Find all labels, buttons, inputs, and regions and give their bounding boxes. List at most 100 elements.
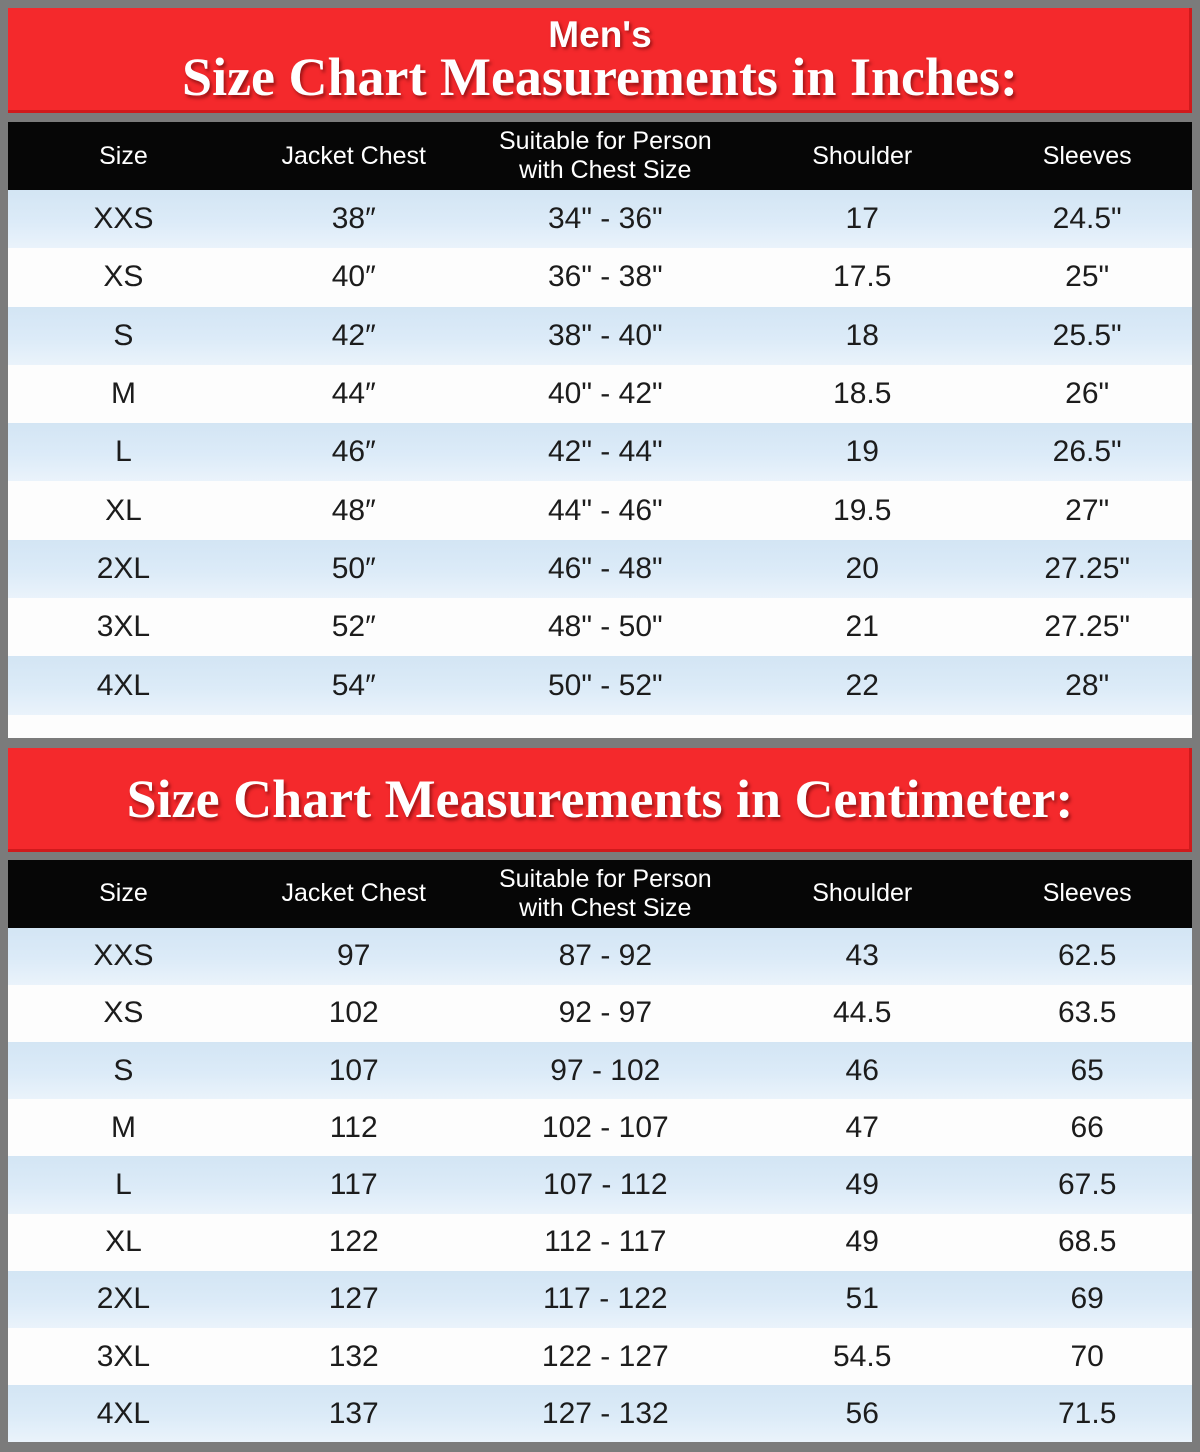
cell-chest-range: 112 - 117 bbox=[544, 1225, 667, 1259]
cell-sleeves: 69 bbox=[1070, 1282, 1104, 1316]
cell-chest-range: 42" - 44" bbox=[547, 435, 663, 469]
table-row: 3XL 132 122 - 127 54.5 70 bbox=[8, 1327, 1192, 1386]
cell-size: 2XL bbox=[96, 551, 151, 585]
column-header-size: Size bbox=[99, 879, 148, 908]
inches-banner-title: Size Chart Measurements in Inches: bbox=[182, 46, 1018, 107]
cell-chest-range: 50" - 52" bbox=[547, 668, 663, 702]
table-row: S 42″ 38" - 40" 18 25.5" bbox=[8, 306, 1192, 365]
column-header-jacket-chest: Jacket Chest bbox=[281, 879, 426, 908]
section-divider bbox=[8, 738, 1192, 748]
inches-table-body: XXS 38″ 34" - 36" 17 24.5" XS 40″ 36" - … bbox=[8, 190, 1192, 715]
cell-jacket-chest: 44″ bbox=[331, 377, 376, 411]
cell-jacket-chest: 127 bbox=[328, 1282, 379, 1316]
cell-size: L bbox=[115, 1168, 132, 1202]
cell-shoulder: 21 bbox=[845, 610, 879, 644]
table-row: L 117 107 - 112 49 67.5 bbox=[8, 1156, 1192, 1214]
cell-sleeves: 26" bbox=[1065, 377, 1110, 411]
table-row: M 44″ 40" - 42" 18.5 26" bbox=[8, 364, 1192, 424]
cell-sleeves: 68.5 bbox=[1057, 1225, 1117, 1259]
cell-size: 4XL bbox=[96, 668, 151, 702]
cell-sleeves: 24.5" bbox=[1052, 202, 1122, 236]
cell-chest-range: 117 - 122 bbox=[543, 1282, 668, 1316]
cell-size: 3XL bbox=[96, 1339, 151, 1373]
cell-chest-range: 36" - 38" bbox=[547, 260, 663, 294]
cell-shoulder: 54.5 bbox=[833, 1339, 892, 1373]
cm-table-body: XXS 97 87 - 92 43 62.5 XS 102 92 - 97 44… bbox=[8, 927, 1192, 1443]
cell-jacket-chest: 46″ bbox=[331, 435, 376, 469]
cell-jacket-chest: 117 bbox=[329, 1168, 378, 1202]
table-row: 4XL 54″ 50" - 52" 22 28" bbox=[8, 656, 1192, 715]
inches-table-bottom-strip bbox=[8, 714, 1192, 738]
cell-sleeves: 27.25" bbox=[1044, 610, 1131, 644]
cell-chest-range: 92 - 97 bbox=[558, 996, 653, 1030]
cell-shoulder: 19.5 bbox=[833, 493, 892, 527]
table-row: 3XL 52″ 48" - 50" 21 27.25" bbox=[8, 598, 1192, 657]
cell-jacket-chest: 132 bbox=[328, 1339, 379, 1373]
cell-chest-range: 127 - 132 bbox=[541, 1396, 669, 1430]
cell-shoulder: 56 bbox=[845, 1396, 879, 1430]
cell-size: M bbox=[110, 377, 136, 411]
cell-shoulder: 18.5 bbox=[833, 377, 892, 411]
table-row: 2XL 127 117 - 122 51 69 bbox=[8, 1270, 1192, 1328]
cell-size: 4XL bbox=[96, 1396, 151, 1430]
cell-size: S bbox=[113, 318, 134, 352]
cell-sleeves: 62.5 bbox=[1057, 939, 1117, 973]
cell-size: XL bbox=[105, 1225, 142, 1259]
cell-chest-range: 87 - 92 bbox=[558, 939, 653, 973]
cell-shoulder: 51 bbox=[845, 1282, 879, 1316]
cell-chest-range: 122 - 127 bbox=[541, 1339, 669, 1373]
cell-shoulder: 18 bbox=[845, 318, 879, 352]
table-row: XXS 38″ 34" - 36" 17 24.5" bbox=[8, 190, 1192, 249]
cell-shoulder: 22 bbox=[845, 668, 879, 702]
inches-banner: Men's Size Chart Measurements in Inches: bbox=[8, 8, 1192, 113]
cell-sleeves: 25.5" bbox=[1052, 318, 1122, 352]
cell-size: XL bbox=[105, 493, 142, 527]
column-header-size: Size bbox=[99, 141, 148, 170]
cell-jacket-chest: 52″ bbox=[331, 610, 376, 644]
cell-jacket-chest: 48″ bbox=[331, 493, 376, 527]
cell-sleeves: 67.5 bbox=[1057, 1168, 1117, 1202]
cell-jacket-chest: 40″ bbox=[331, 260, 376, 294]
table-row: XL 48″ 44" - 46" 19.5 27" bbox=[8, 481, 1192, 540]
cell-jacket-chest: 122 bbox=[328, 1225, 379, 1259]
cell-size: L bbox=[115, 435, 132, 469]
table-row: S 107 97 - 102 46 65 bbox=[8, 1042, 1192, 1100]
table-row: 4XL 137 127 - 132 56 71.5 bbox=[8, 1385, 1192, 1443]
cm-banner: Size Chart Measurements in Centimeter: bbox=[8, 747, 1192, 852]
cell-chest-range: 44" - 46" bbox=[547, 493, 663, 527]
cell-sleeves: 26.5" bbox=[1052, 435, 1122, 469]
cell-shoulder: 17 bbox=[845, 202, 879, 236]
column-header-chest-range: Suitable for Person with Chest Size bbox=[499, 127, 712, 184]
cell-jacket-chest: 38″ bbox=[331, 202, 376, 236]
table-row: M 112 102 - 107 47 66 bbox=[8, 1099, 1192, 1157]
cell-jacket-chest: 97 bbox=[337, 939, 371, 973]
cell-size: XXS bbox=[93, 202, 154, 236]
column-header-jacket-chest: Jacket Chest bbox=[281, 141, 426, 170]
cell-jacket-chest: 107 bbox=[328, 1053, 379, 1087]
column-header-sleeves: Sleeves bbox=[1042, 879, 1132, 908]
table-row: XXS 97 87 - 92 43 62.5 bbox=[8, 927, 1192, 985]
cell-size: XXS bbox=[93, 939, 154, 973]
table-row: L 46″ 42" - 44" 19 26.5" bbox=[8, 423, 1192, 482]
cell-shoulder: 19 bbox=[845, 435, 879, 469]
cell-chest-range: 38" - 40" bbox=[547, 318, 663, 352]
cell-shoulder: 46 bbox=[845, 1053, 879, 1087]
cell-size: XS bbox=[103, 260, 144, 294]
cell-jacket-chest: 137 bbox=[328, 1396, 379, 1430]
cell-chest-range: 48" - 50" bbox=[547, 610, 663, 644]
cell-chest-range: 102 - 107 bbox=[541, 1110, 669, 1144]
column-header-shoulder: Shoulder bbox=[812, 879, 913, 908]
inches-table-header-row: Size Jacket Chest Suitable for Person wi… bbox=[8, 122, 1192, 190]
table-row: XL 122 112 - 117 49 68.5 bbox=[8, 1213, 1192, 1271]
cell-sleeves: 65 bbox=[1070, 1053, 1104, 1087]
cell-sleeves: 70 bbox=[1070, 1339, 1104, 1373]
cell-sleeves: 63.5 bbox=[1057, 996, 1117, 1030]
cm-banner-title: Size Chart Measurements in Centimeter: bbox=[126, 769, 1074, 830]
cell-chest-range: 34" - 36" bbox=[547, 202, 663, 236]
cell-jacket-chest: 102 bbox=[328, 996, 379, 1030]
cell-jacket-chest: 112 bbox=[329, 1110, 378, 1144]
table-row: XS 102 92 - 97 44.5 63.5 bbox=[8, 984, 1192, 1043]
cell-sleeves: 66 bbox=[1070, 1110, 1104, 1144]
cell-size: 2XL bbox=[96, 1282, 151, 1316]
